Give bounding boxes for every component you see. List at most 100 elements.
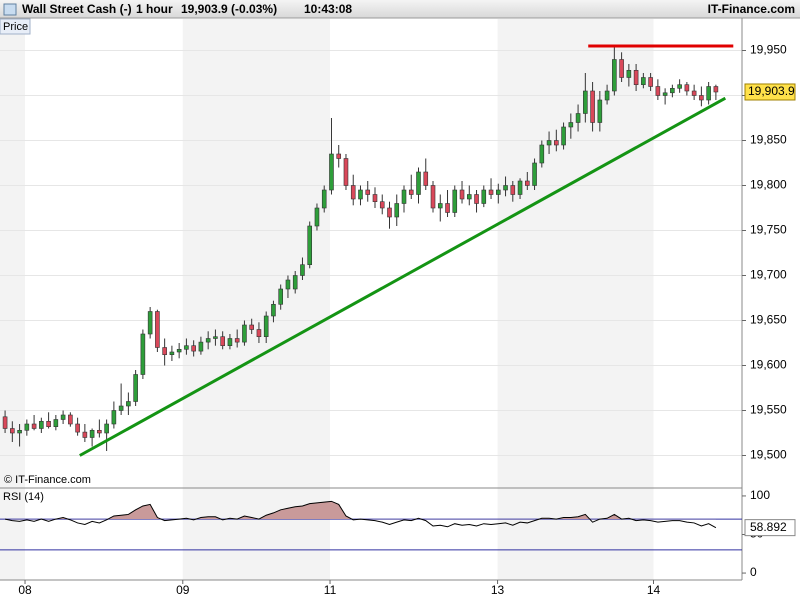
time: 10:43:08 [304, 2, 352, 16]
day-band [0, 19, 26, 580]
candle-body [82, 431, 88, 438]
candle-body [249, 324, 254, 330]
candle-body [321, 189, 327, 209]
candle-body [104, 423, 109, 434]
candle-body [31, 423, 37, 429]
candle-body [561, 126, 566, 146]
candle-body [554, 140, 559, 146]
candle-body [278, 288, 283, 305]
candle-body [126, 401, 131, 407]
candle-body [677, 84, 682, 89]
candle-body [271, 303, 276, 317]
candle-body [466, 194, 472, 200]
candle-body [691, 90, 697, 96]
candle-body [437, 203, 443, 209]
candle-body [314, 207, 320, 227]
candle-body [162, 347, 167, 355]
day-band [182, 19, 331, 580]
y-tick-label: 19,850 [750, 133, 787, 147]
candle-body [597, 99, 603, 123]
rsi-last-label: 58.892 [750, 520, 787, 534]
candle-body [133, 374, 138, 402]
y-tick-label: 19,600 [750, 358, 787, 372]
candle-body [234, 338, 240, 343]
candle-body [648, 77, 653, 87]
candle-body [394, 203, 400, 218]
trend-line [79, 96, 727, 457]
candle-body [684, 84, 690, 92]
candle-body [169, 351, 175, 355]
candle-body [350, 185, 356, 200]
rsi-tick-label: 0 [750, 565, 757, 579]
price-tag: Price [3, 21, 28, 33]
y-tick-label: 19,750 [750, 223, 787, 237]
candle-body [205, 338, 211, 343]
candle-body [242, 324, 247, 343]
candle-body [481, 189, 487, 204]
candle-body [539, 144, 545, 164]
candle-body [358, 189, 363, 200]
y-tick-label: 19,500 [750, 448, 787, 462]
candle-body [75, 423, 80, 433]
candle-body [379, 201, 385, 209]
x-tick-label: 09 [176, 583, 190, 597]
candle-body [372, 194, 378, 202]
x-tick-label: 14 [647, 583, 661, 597]
last-price-label: 19,903.9 [748, 84, 795, 98]
candle-body [423, 171, 429, 186]
candle-body [263, 315, 269, 338]
site: IT-Finance.com [708, 2, 795, 16]
candle-body [365, 189, 371, 195]
candle-body [655, 86, 661, 96]
candle-body [604, 90, 610, 101]
header-bar [0, 0, 800, 18]
price-tag-box [0, 18, 31, 35]
candle-body [227, 338, 233, 346]
candle-body [575, 113, 581, 123]
candle-body [292, 275, 298, 290]
candle-body [198, 341, 204, 352]
y-tick-label: 19,800 [750, 178, 787, 192]
menu-icon[interactable] [3, 3, 17, 16]
candle-body [488, 189, 494, 195]
candle-body [60, 414, 66, 420]
candle-body [300, 264, 305, 276]
candle-body [343, 158, 349, 186]
candle-body [445, 203, 450, 213]
candle-body [140, 333, 146, 375]
candle-body [46, 420, 51, 427]
candle-body [416, 171, 421, 195]
candle-body [662, 92, 668, 96]
candle-body [39, 420, 44, 429]
x-tick-label: 13 [491, 583, 505, 597]
candle-body [24, 423, 30, 431]
candle-body [619, 59, 624, 78]
candle-body [452, 189, 458, 213]
candle-body [89, 429, 95, 438]
candle-body [459, 189, 465, 200]
candle-body [97, 429, 102, 434]
instrument: Wall Street Cash (-) [22, 2, 132, 16]
copyright: © IT-Finance.com [4, 474, 91, 486]
candle-body [503, 185, 508, 191]
rsi-line [4, 500, 717, 529]
candle-body [706, 86, 711, 101]
candle-body [510, 185, 516, 195]
candle-body [430, 185, 436, 209]
candle-body [53, 419, 59, 427]
candle-body [118, 405, 124, 411]
candle-body [2, 416, 8, 429]
candle-body [590, 90, 595, 123]
candle-body [525, 180, 530, 186]
y-tick-label: 19,950 [750, 43, 787, 57]
candle-body [17, 429, 22, 434]
rsi-last-box [744, 519, 796, 537]
x-tick-label: 11 [324, 583, 337, 597]
candle-body [474, 194, 479, 204]
candle-body [336, 153, 342, 159]
candle-body [387, 207, 392, 218]
candle-body [184, 345, 189, 350]
candle-body [633, 70, 639, 86]
candle-body [147, 311, 153, 335]
